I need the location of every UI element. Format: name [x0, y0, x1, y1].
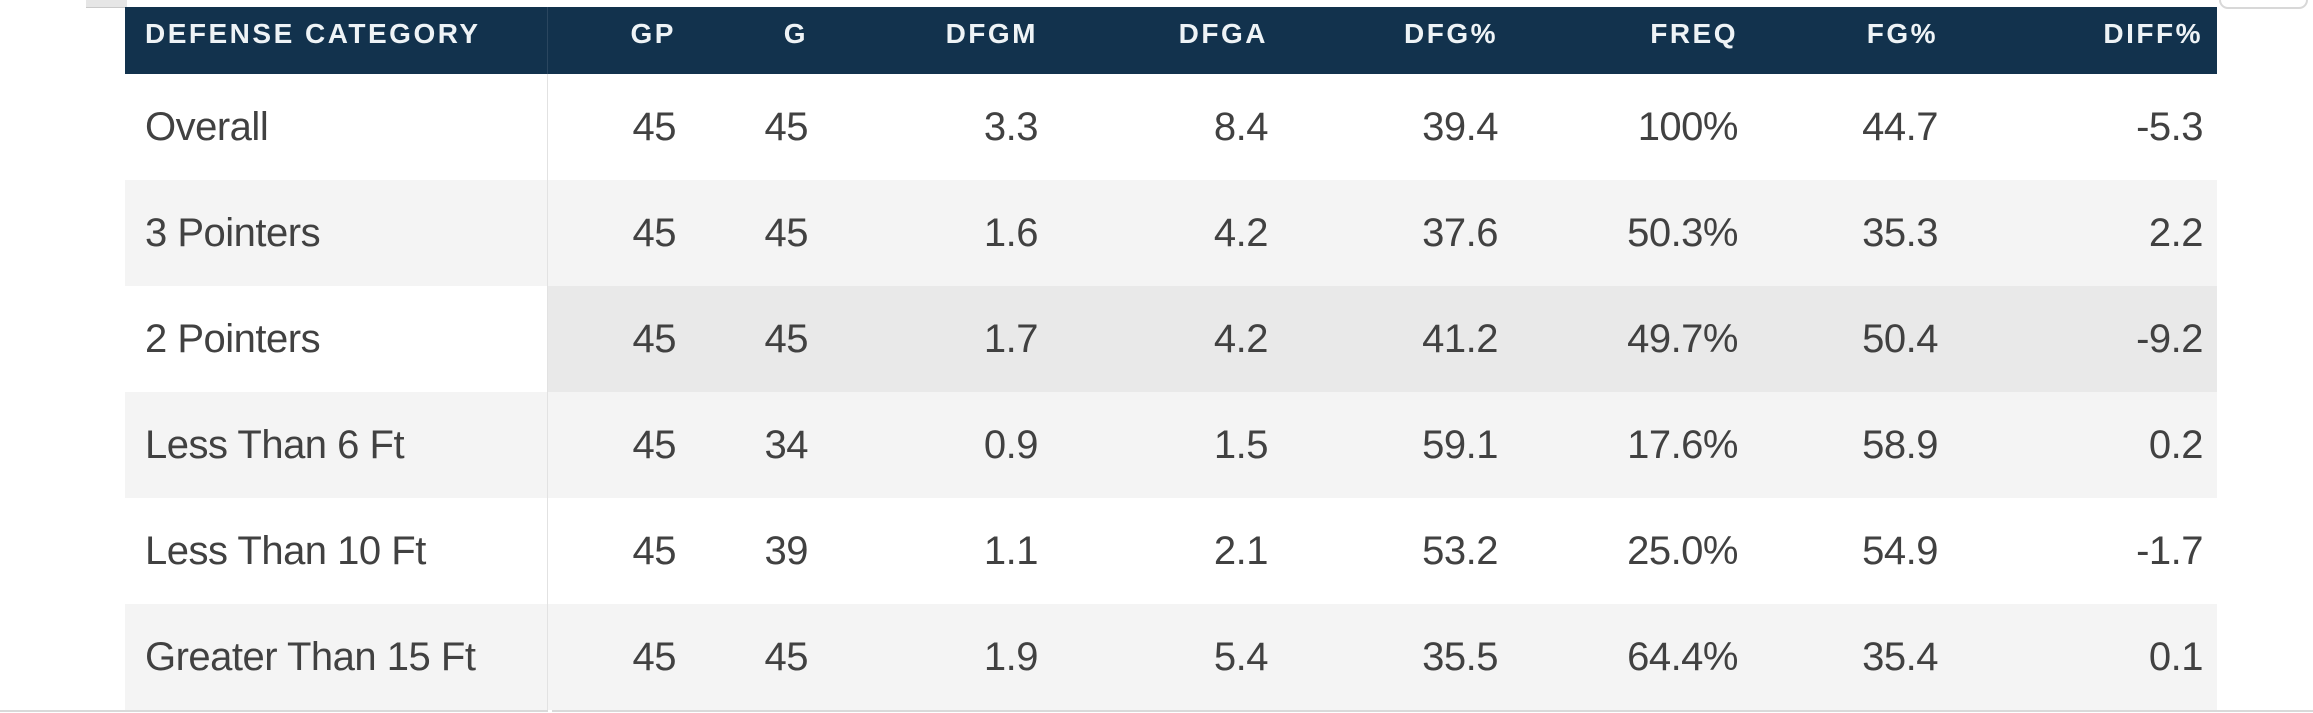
diff-pct-cell: 2.2 [2148, 210, 2204, 255]
column-header-gp[interactable]: GP [630, 18, 676, 49]
freq-cell: 49.7% [1512, 286, 1752, 392]
g-cell: 39 [764, 528, 809, 573]
category-cell: 2 Pointers [125, 286, 548, 392]
dfg-pct-cell: 53.2 [1422, 528, 1498, 573]
table-row-less-than-10-ft[interactable]: Less Than 10 Ft 45 39 1.1 2.1 53.2 25.0% 54.9 -1… [125, 498, 2217, 604]
diff-pct-cell: 0.2 [2148, 422, 2204, 467]
gp-cell: 45 [632, 210, 677, 255]
diff-pct-cell: -1.7 [2136, 528, 2203, 573]
dfga-cell: 1.5 [1213, 422, 1269, 467]
dfga-cell: 2.1 [1213, 528, 1269, 573]
column-header-dfg-pct[interactable]: DFG% [1404, 18, 1498, 49]
column-header-g[interactable]: G [783, 18, 808, 49]
column-header-diff-pct[interactable]: DIFF% [2103, 18, 2203, 49]
table-row-greater-than-15-ft[interactable]: Greater Than 15 Ft 45 45 1.9 5.4 35.5 64.4% 35.… [125, 604, 2217, 710]
dfg-pct-cell: 37.6 [1422, 210, 1498, 255]
category-cell: Less Than 6 Ft [125, 392, 548, 498]
freq-cell: 25.0% [1627, 528, 1738, 573]
dfgm-cell: 3.3 [983, 104, 1039, 149]
dfga-cell: 4.2 [1052, 286, 1282, 392]
gp-cell: 45 [632, 528, 677, 573]
freq-cell: 50.3% [1627, 210, 1738, 255]
freq-cell: 100% [1637, 104, 1739, 149]
bottom-divider-left [0, 710, 548, 712]
fg-pct-cell: 35.3 [1862, 210, 1938, 255]
table-row-3-pointers[interactable]: 3 Pointers 45 45 1.6 4.2 37.6 50.3% 35.3 2.2 [125, 180, 2217, 286]
gp-cell: 45 [548, 286, 690, 392]
diff-pct-cell: -5.3 [2136, 104, 2203, 149]
table-body: Overall 45 45 3.3 8.4 39.4 100% 44.7 -5.3 3 Point… [125, 74, 2217, 710]
fg-pct-cell: 35.4 [1862, 634, 1938, 679]
top-left-ui-fragment [86, 0, 127, 8]
bottom-divider-right [552, 710, 2313, 712]
dfga-cell: 4.2 [1213, 210, 1269, 255]
g-cell: 45 [764, 210, 809, 255]
category-cell: Greater Than 15 Ft [125, 604, 548, 710]
category-cell: Less Than 10 Ft [125, 498, 548, 604]
diff-pct-cell: 0.1 [2148, 634, 2204, 679]
g-cell: 34 [764, 422, 809, 467]
gp-cell: 45 [632, 422, 677, 467]
gp-cell: 45 [632, 104, 677, 149]
table-row-2-pointers[interactable]: 2 Pointers 45 45 1.7 4.2 41.2 49.7% 50.4 -9.2 [125, 286, 2217, 392]
dfga-cell: 8.4 [1213, 104, 1269, 149]
dfgm-cell: 0.9 [983, 422, 1039, 467]
fg-pct-cell: 58.9 [1862, 422, 1938, 467]
table-row-overall[interactable]: Overall 45 45 3.3 8.4 39.4 100% 44.7 -5.3 [125, 74, 2217, 180]
dfg-pct-cell: 39.4 [1422, 104, 1498, 149]
dfg-pct-cell: 59.1 [1422, 422, 1498, 467]
table-row-less-than-6-ft[interactable]: Less Than 6 Ft 45 34 0.9 1.5 59.1 17.6% 58.9 0.2 [125, 392, 2217, 498]
category-cell: Overall [125, 74, 548, 180]
dfg-pct-cell: 41.2 [1282, 286, 1512, 392]
g-cell: 45 [764, 104, 809, 149]
dfgm-cell: 1.1 [983, 528, 1039, 573]
g-cell: 45 [764, 634, 809, 679]
fg-pct-cell: 50.4 [1752, 286, 1952, 392]
column-header-freq[interactable]: FREQ [1650, 18, 1738, 49]
column-header-dfga[interactable]: DFGA [1178, 18, 1268, 49]
top-right-ui-fragment [2219, 0, 2308, 9]
dfg-pct-cell: 35.5 [1422, 634, 1498, 679]
column-header-dfgm[interactable]: DFGM [945, 18, 1038, 49]
diff-pct-cell: -9.2 [1952, 286, 2217, 392]
g-cell: 45 [690, 286, 822, 392]
column-header-fg-pct[interactable]: FG% [1866, 18, 1938, 49]
dfga-cell: 5.4 [1213, 634, 1269, 679]
defense-stats-table: DEFENSE CATEGORY GP G DFGM DFGA DFG% FREQ FG% DI… [125, 7, 2217, 710]
freq-cell: 17.6% [1627, 422, 1738, 467]
freq-cell: 64.4% [1627, 634, 1738, 679]
dfgm-cell: 1.7 [822, 286, 1052, 392]
category-cell: 3 Pointers [125, 180, 548, 286]
gp-cell: 45 [632, 634, 677, 679]
fg-pct-cell: 54.9 [1862, 528, 1938, 573]
dfgm-cell: 1.6 [983, 210, 1039, 255]
dfgm-cell: 1.9 [983, 634, 1039, 679]
fg-pct-cell: 44.7 [1862, 104, 1938, 149]
column-header-defense-category[interactable]: DEFENSE CATEGORY [125, 7, 548, 74]
table-header-row: DEFENSE CATEGORY GP G DFGM DFGA DFG% FREQ FG% DI… [125, 7, 2217, 74]
